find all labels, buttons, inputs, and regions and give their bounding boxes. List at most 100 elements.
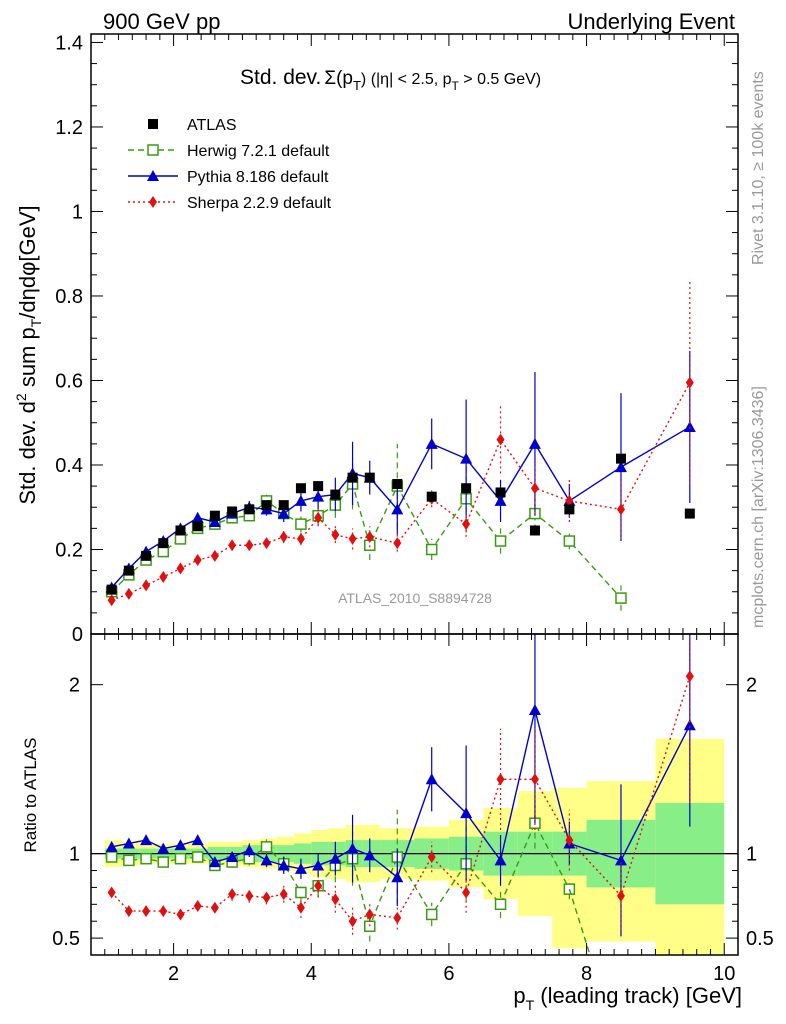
- pythia-point: [312, 859, 325, 871]
- pythia-point: [260, 854, 273, 866]
- herwig-point: [494, 898, 507, 911]
- herwig-point: [295, 518, 307, 530]
- y-tick-label-ratio-right: 0.5: [746, 928, 774, 950]
- herwig-point: [494, 535, 507, 547]
- sherpa-point: [279, 888, 288, 901]
- pythia-point: [494, 494, 507, 506]
- pythia-point: [363, 849, 376, 861]
- pythia-point: [460, 807, 473, 819]
- pythia-point: [683, 420, 696, 432]
- sherpa-point: [462, 886, 471, 899]
- atlas-point: [461, 483, 472, 494]
- atlas-point: [123, 565, 134, 576]
- sherpa-point: [393, 537, 402, 550]
- atlas-point: [426, 491, 437, 502]
- atlas-point: [244, 504, 255, 515]
- sherpa-point: [616, 503, 625, 516]
- x-tick-label: 6: [443, 963, 454, 985]
- pythia-point: [294, 862, 307, 874]
- pythia-point: [683, 719, 696, 731]
- herwig-line-extension: [568, 888, 591, 956]
- sherpa-point: [193, 900, 202, 913]
- y-tick-label-main: 1.2: [55, 117, 83, 139]
- sherpa-point: [176, 908, 185, 921]
- sherpa-point: [262, 537, 271, 550]
- ratio-plot-frame: [90, 633, 739, 956]
- atlas-point: [261, 500, 272, 511]
- herwig-line: [111, 821, 570, 929]
- pythia-point: [226, 851, 239, 863]
- y-tick-label-main: 1.4: [55, 32, 83, 54]
- sherpa-line: [111, 676, 691, 923]
- pythia-point: [208, 856, 221, 868]
- atlas-point: [347, 472, 358, 483]
- sherpa-point: [616, 889, 625, 902]
- atlas-point: [364, 472, 375, 483]
- legend-sherpa-marker: [149, 196, 157, 208]
- sherpa-point: [685, 670, 694, 683]
- sherpa-point: [314, 511, 323, 524]
- sherpa-point: [296, 532, 305, 545]
- sherpa-point: [107, 886, 116, 899]
- pythia-point: [294, 494, 307, 506]
- x-tick-label: 8: [581, 963, 592, 985]
- y-tick-label-main: 0.2: [55, 539, 83, 561]
- legend-sherpa-label: Sherpa 2.2.9 default: [187, 195, 332, 212]
- plot-title: Std. dev. Σ(pT) (|η| < 2.5, pT > 0.5 GeV): [240, 66, 541, 93]
- atlas-point: [175, 525, 186, 536]
- atlas-point: [564, 504, 575, 515]
- pythia-point: [277, 507, 290, 519]
- sherpa-point: [228, 888, 237, 901]
- sherpa-point: [193, 554, 202, 567]
- sherpa-point: [296, 901, 305, 914]
- atlas-point: [313, 481, 324, 492]
- pythia-point: [174, 839, 187, 851]
- pythia-point: [191, 834, 204, 846]
- y-axis-label-ratio: Ratio to ATLAS: [21, 738, 40, 853]
- sherpa-point: [565, 494, 574, 507]
- sherpa-point: [348, 915, 357, 928]
- x-tick-label: 2: [168, 963, 179, 985]
- pythia-point: [140, 834, 153, 846]
- y-tick-label-main: 0: [72, 624, 83, 646]
- pythia-point: [157, 842, 170, 854]
- sherpa-point: [530, 482, 539, 495]
- sherpa-point: [427, 851, 436, 864]
- sherpa-point: [176, 562, 185, 575]
- main-series: [105, 281, 696, 611]
- ratio-series: [105, 634, 696, 956]
- sherpa-line: [111, 382, 691, 601]
- atlas-point: [529, 525, 540, 536]
- sherpa-point: [496, 773, 505, 786]
- pythia-point: [494, 854, 507, 866]
- atlas-point: [615, 453, 626, 464]
- y-tick-label-ratio: 0.5: [52, 928, 80, 950]
- x-axis-label: pT (leading track) [GeV]: [513, 983, 742, 1013]
- pythia-point: [391, 503, 404, 515]
- y-tick-label-main: 0.6: [55, 370, 83, 392]
- legend-pythia-marker: [147, 170, 159, 181]
- y-tick-label-main: 1: [72, 201, 83, 223]
- sherpa-point: [245, 539, 254, 552]
- atlas-point: [192, 521, 203, 532]
- analysis-watermark: ATLAS_2010_S8894728: [338, 590, 492, 606]
- herwig-point: [105, 851, 118, 863]
- y-tick-label-ratio: 1: [69, 844, 80, 866]
- herwig-point: [563, 535, 576, 547]
- legend: ATLAS Herwig 7.2.1 default Pythia 8.186 de…: [128, 117, 332, 212]
- sherpa-point: [331, 528, 340, 541]
- legend-atlas-label: ATLAS: [187, 117, 237, 134]
- sherpa-point: [462, 518, 471, 531]
- atlas-point: [330, 489, 341, 500]
- sherpa-point: [245, 889, 254, 902]
- sherpa-point: [496, 433, 505, 446]
- pythia-point: [528, 437, 541, 449]
- atlas-point: [158, 538, 169, 549]
- pythia-point: [346, 842, 359, 854]
- herwig-point: [191, 851, 204, 863]
- herwig-point: [260, 841, 273, 853]
- pythia-point: [122, 837, 135, 849]
- sherpa-point: [210, 901, 219, 914]
- sherpa-point: [365, 908, 374, 921]
- atlas-point: [209, 510, 220, 521]
